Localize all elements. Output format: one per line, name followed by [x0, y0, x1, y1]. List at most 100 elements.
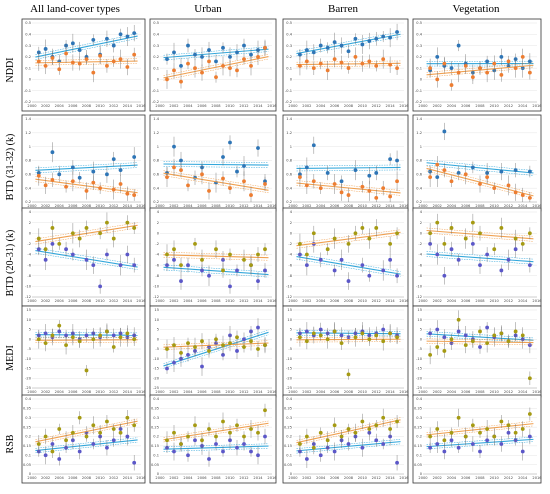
y-tick-label: -10: [25, 285, 32, 289]
x-tick-label: 2006: [330, 104, 340, 108]
x-tick-label: 2008: [82, 204, 92, 208]
y-tick-label: -8: [27, 274, 31, 278]
data-point: [478, 449, 482, 454]
data-point: [221, 419, 225, 424]
data-point: [395, 335, 399, 340]
x-tick-label: 2016: [532, 390, 542, 394]
data-point: [125, 252, 130, 257]
data-point: [304, 165, 309, 170]
data-point: [77, 61, 82, 66]
data-point: [132, 460, 137, 465]
data-point: [91, 442, 96, 446]
y-tick-label: 0: [420, 231, 423, 235]
data-point: [91, 263, 96, 268]
data-point: [374, 423, 379, 428]
data-point: [381, 268, 386, 273]
y-tick-label: -5: [288, 347, 292, 351]
data-point: [442, 273, 447, 278]
y-tick-label: -20: [286, 376, 293, 380]
series-2: [35, 212, 138, 258]
y-tick-label: -5: [27, 347, 31, 351]
data-point: [77, 48, 82, 52]
data-point: [298, 241, 302, 246]
data-point: [339, 257, 344, 262]
data-point: [485, 59, 490, 64]
y-tick-label: -12: [286, 295, 292, 299]
series-2: [426, 48, 534, 91]
data-point: [221, 155, 225, 159]
data-point: [132, 226, 137, 230]
data-point: [118, 182, 123, 186]
data-point: [36, 442, 41, 446]
x-tick-label: 2016: [267, 204, 277, 208]
data-point: [499, 442, 504, 446]
x-tick-label: 2004: [183, 299, 193, 303]
data-point: [165, 263, 169, 268]
data-point: [214, 75, 218, 80]
data-point: [478, 66, 482, 71]
x-tick-label: 2004: [55, 299, 65, 303]
column-header-barren: Barren: [328, 3, 358, 15]
data-point: [165, 175, 169, 180]
y-tick-label: 0: [420, 472, 423, 476]
trend-line: [426, 340, 534, 344]
x-tick-label: 2004: [447, 299, 457, 303]
data-point: [172, 257, 176, 262]
data-point: [395, 179, 399, 184]
data-point: [207, 59, 211, 64]
data-point: [256, 252, 260, 257]
data-point: [186, 352, 190, 357]
x-tick-label: 2010: [358, 390, 368, 394]
x-tick-label: 2000: [288, 299, 298, 303]
data-point: [374, 171, 379, 175]
data-point: [125, 415, 130, 420]
x-tick-label: 2016: [267, 299, 277, 303]
trend-line: [296, 338, 401, 341]
data-point: [520, 54, 525, 59]
data-point: [200, 70, 204, 75]
data-point: [456, 329, 461, 334]
x-tick-label: 2002: [41, 390, 50, 394]
data-point: [111, 59, 116, 64]
data-point: [360, 61, 365, 66]
y-tick-label: -20: [153, 376, 160, 380]
y-tick-label: -25: [25, 386, 31, 390]
y-tick-label: 1.4: [153, 117, 159, 121]
data-point: [228, 341, 232, 346]
data-point: [235, 349, 239, 353]
x-tick-label: 2010: [96, 390, 106, 394]
data-point: [388, 35, 393, 40]
data-point: [374, 36, 379, 41]
data-point: [520, 449, 525, 454]
confidence-lower: [35, 181, 138, 196]
data-point: [435, 327, 440, 332]
data-point: [520, 241, 525, 246]
data-point: [105, 419, 109, 424]
data-point: [442, 129, 447, 134]
x-tick-label: 2010: [490, 390, 500, 394]
y-tick-label: 0.5: [286, 21, 292, 25]
data-point: [304, 329, 309, 334]
data-point: [36, 337, 41, 342]
y-tick-label: 0.25: [414, 425, 422, 429]
y-tick-label: -15: [153, 367, 159, 371]
y-tick-label: 0.4: [416, 32, 422, 36]
data-point: [242, 337, 246, 342]
data-point: [249, 263, 253, 268]
data-point: [70, 41, 75, 46]
series-2: [296, 219, 401, 264]
data-point: [435, 427, 440, 431]
x-tick-label: 2016: [399, 390, 409, 394]
x-tick-label: 2002: [41, 476, 50, 480]
data-point: [435, 54, 440, 59]
data-point: [499, 268, 504, 273]
x-tick-label: 2000: [27, 299, 37, 303]
x-tick-label: 2016: [399, 204, 409, 208]
y-tick-label: 0.2: [286, 435, 292, 439]
data-point: [111, 333, 116, 338]
confidence-upper: [163, 53, 269, 76]
data-point: [325, 337, 330, 342]
